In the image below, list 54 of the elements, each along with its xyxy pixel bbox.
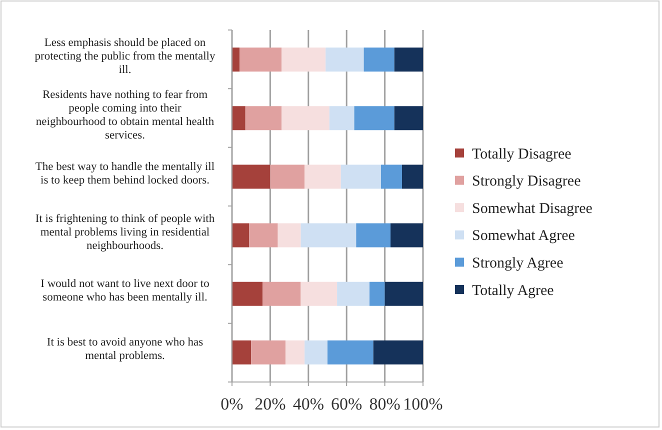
bar xyxy=(251,340,286,364)
legend-label: Totally Disagree xyxy=(472,146,572,162)
bar xyxy=(380,164,402,189)
x-tick-label: 100% xyxy=(403,394,443,414)
bar xyxy=(245,106,282,130)
bar xyxy=(394,106,423,130)
bar xyxy=(390,223,423,248)
bar xyxy=(282,106,330,130)
y-tick-label: Residents have nothing to fear from people coming into their neighbourhood to obtain mental health services. xyxy=(36,88,214,142)
bar xyxy=(370,282,385,306)
y-tick-label: Less emphasis should be placed on protecting the public from the mentally ill. xyxy=(34,37,216,76)
bar xyxy=(394,48,423,72)
bar xyxy=(232,223,250,248)
x-tick-label: 0% xyxy=(220,394,244,414)
bar xyxy=(278,223,301,248)
bar xyxy=(340,164,381,189)
bar xyxy=(354,106,394,130)
bar xyxy=(232,106,246,130)
bar xyxy=(300,223,356,248)
bar xyxy=(356,223,391,248)
bar xyxy=(304,164,341,189)
bar xyxy=(384,282,423,306)
bar xyxy=(232,282,263,306)
legend-label: Totally Agree xyxy=(472,282,554,299)
x-tick-label: 40% xyxy=(292,394,324,414)
bar xyxy=(364,48,394,72)
bar xyxy=(232,340,252,364)
y-tick-label: The best way to handle the mentally ill is to keep them behind locked doors. xyxy=(35,160,215,186)
x-tick-label: 80% xyxy=(369,394,400,414)
y-tick-label: It is best to avoid anyone who has mental problems. xyxy=(46,336,204,362)
bar xyxy=(304,340,328,364)
bar xyxy=(402,164,423,189)
bar xyxy=(270,164,305,189)
bar xyxy=(329,106,354,130)
bar xyxy=(326,48,364,72)
bar xyxy=(282,48,326,72)
legend-label: Strongly Disagree xyxy=(472,174,582,190)
bar xyxy=(373,340,423,364)
legend-label: Somewhat Disagree xyxy=(472,200,593,217)
bar xyxy=(262,282,301,306)
bar xyxy=(285,340,305,364)
bar xyxy=(328,340,374,364)
y-tick-label: It is frightening to think of people with mental problems living in residential neighbourhoods. xyxy=(35,212,215,252)
bar xyxy=(249,223,278,248)
bar xyxy=(300,282,338,306)
y-tick-label: I would not want to live next door to someone who has been mentally ill. xyxy=(40,278,210,304)
legend-label: Somewhat Agree xyxy=(472,228,576,244)
legend-label: Strongly Agree xyxy=(472,255,564,272)
bar xyxy=(337,282,370,306)
bar xyxy=(232,164,270,189)
bar xyxy=(232,48,240,72)
bar xyxy=(240,48,282,72)
x-tick-label: 20% xyxy=(254,394,286,414)
x-tick-label: 60% xyxy=(331,394,362,414)
